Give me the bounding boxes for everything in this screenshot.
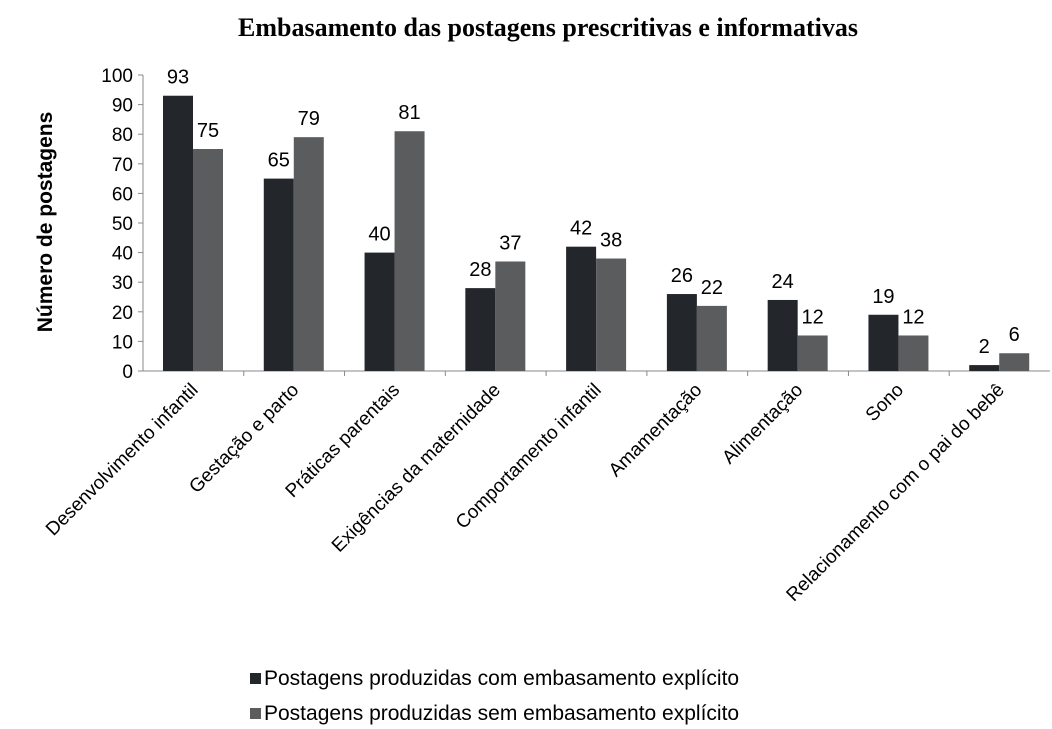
y-tick-label: 40 (112, 244, 133, 265)
bar (969, 365, 1000, 371)
bar (465, 288, 496, 371)
y-tick-label: 60 (112, 184, 133, 205)
x-tick-label: Exigências da maternidade (328, 380, 505, 557)
data-label: 40 (368, 224, 390, 246)
y-tick-label: 70 (112, 155, 133, 176)
legend-swatch (250, 673, 261, 684)
data-label: 93 (167, 67, 189, 89)
x-tick-label: Relacionamento com o pai do bebê (783, 380, 1009, 606)
data-label: 2 (979, 336, 990, 358)
bar (596, 258, 627, 371)
data-label: 26 (671, 265, 693, 287)
data-label: 22 (701, 277, 723, 299)
data-label: 79 (298, 108, 320, 130)
data-label: 19 (872, 286, 894, 308)
data-label: 75 (197, 120, 219, 142)
chart-title: Embasamento das postagens prescritivas e… (238, 13, 858, 42)
bar (566, 246, 597, 371)
data-label: 6 (1009, 324, 1020, 346)
y-tick-label: 30 (112, 273, 133, 294)
legend-swatch (250, 708, 261, 719)
data-label: 81 (398, 102, 420, 124)
x-tick-label: Desenvolvimento infantil (42, 380, 202, 540)
x-tick-label: Amamentação (605, 380, 706, 481)
y-tick-label: 80 (112, 125, 133, 146)
bar (364, 252, 395, 371)
bar (394, 131, 425, 371)
data-label: 12 (902, 306, 924, 328)
x-tick-label: Alimentação (718, 380, 807, 469)
y-tick-label: 20 (112, 303, 133, 324)
x-tick-label: Sono (862, 380, 908, 426)
bar (163, 95, 193, 371)
data-label: 12 (802, 306, 824, 328)
bar (868, 314, 899, 371)
y-axis-label: Número de postagens (34, 112, 57, 333)
y-tick-label: 90 (112, 96, 133, 117)
bar (666, 294, 697, 371)
x-tick-label: Gestação e parto (185, 380, 303, 498)
bar (767, 299, 798, 371)
bar (696, 305, 727, 371)
data-label: 28 (469, 259, 491, 281)
data-label: 65 (268, 150, 290, 172)
y-tick-label: 100 (101, 66, 133, 87)
bar (263, 178, 294, 371)
y-tick-label: 0 (122, 362, 133, 383)
legend-label: Postagens produzidas sem embasamento exp… (264, 702, 739, 725)
data-label: 24 (772, 271, 794, 293)
bar (495, 261, 526, 371)
bar (797, 335, 828, 371)
data-label: 37 (499, 232, 521, 254)
bar (293, 137, 324, 371)
y-tick-label: 10 (112, 332, 133, 353)
data-label: 38 (600, 230, 622, 252)
bar (999, 353, 1030, 371)
data-label: 42 (570, 218, 592, 240)
bar (898, 335, 929, 371)
bar (193, 149, 223, 371)
y-tick-label: 50 (112, 214, 133, 235)
legend-label: Postagens produzidas com embasamento exp… (264, 667, 739, 690)
